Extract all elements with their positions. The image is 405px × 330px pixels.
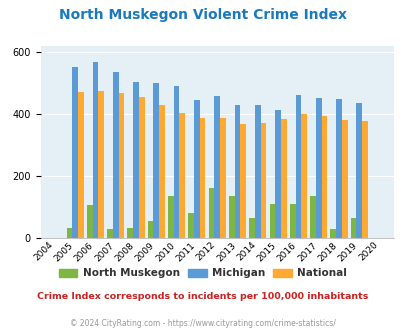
- Bar: [78, 92, 83, 238]
- Bar: [240, 124, 245, 238]
- Bar: [275, 110, 280, 238]
- Bar: [234, 105, 240, 238]
- Bar: [199, 118, 205, 238]
- Bar: [280, 119, 286, 238]
- Bar: [208, 188, 214, 238]
- Bar: [260, 123, 266, 238]
- Bar: [107, 229, 113, 238]
- Bar: [98, 91, 104, 238]
- Bar: [139, 96, 144, 238]
- Bar: [118, 93, 124, 238]
- Bar: [350, 218, 356, 238]
- Legend: North Muskegon, Michigan, National: North Muskegon, Michigan, National: [54, 264, 351, 282]
- Text: © 2024 CityRating.com - https://www.cityrating.com/crime-statistics/: © 2024 CityRating.com - https://www.city…: [70, 319, 335, 328]
- Bar: [133, 82, 139, 238]
- Bar: [356, 103, 361, 238]
- Bar: [289, 204, 295, 238]
- Bar: [220, 118, 225, 238]
- Bar: [249, 218, 254, 238]
- Bar: [194, 100, 199, 238]
- Bar: [87, 205, 92, 238]
- Bar: [179, 113, 185, 238]
- Bar: [113, 72, 118, 238]
- Bar: [335, 99, 341, 238]
- Bar: [72, 67, 78, 238]
- Bar: [173, 86, 179, 238]
- Bar: [228, 196, 234, 238]
- Bar: [92, 62, 98, 238]
- Bar: [341, 120, 347, 238]
- Bar: [315, 98, 321, 238]
- Bar: [254, 105, 260, 238]
- Text: North Muskegon Violent Crime Index: North Muskegon Violent Crime Index: [59, 8, 346, 22]
- Bar: [147, 221, 153, 238]
- Bar: [153, 83, 159, 238]
- Bar: [361, 120, 367, 238]
- Text: Crime Index corresponds to incidents per 100,000 inhabitants: Crime Index corresponds to incidents per…: [37, 292, 368, 301]
- Bar: [66, 228, 72, 238]
- Bar: [321, 115, 326, 238]
- Bar: [330, 229, 335, 238]
- Bar: [168, 196, 173, 238]
- Bar: [301, 114, 306, 238]
- Bar: [188, 213, 194, 238]
- Bar: [269, 204, 275, 238]
- Bar: [295, 95, 301, 238]
- Bar: [159, 105, 164, 238]
- Bar: [214, 96, 220, 238]
- Bar: [127, 228, 133, 238]
- Bar: [309, 196, 315, 238]
